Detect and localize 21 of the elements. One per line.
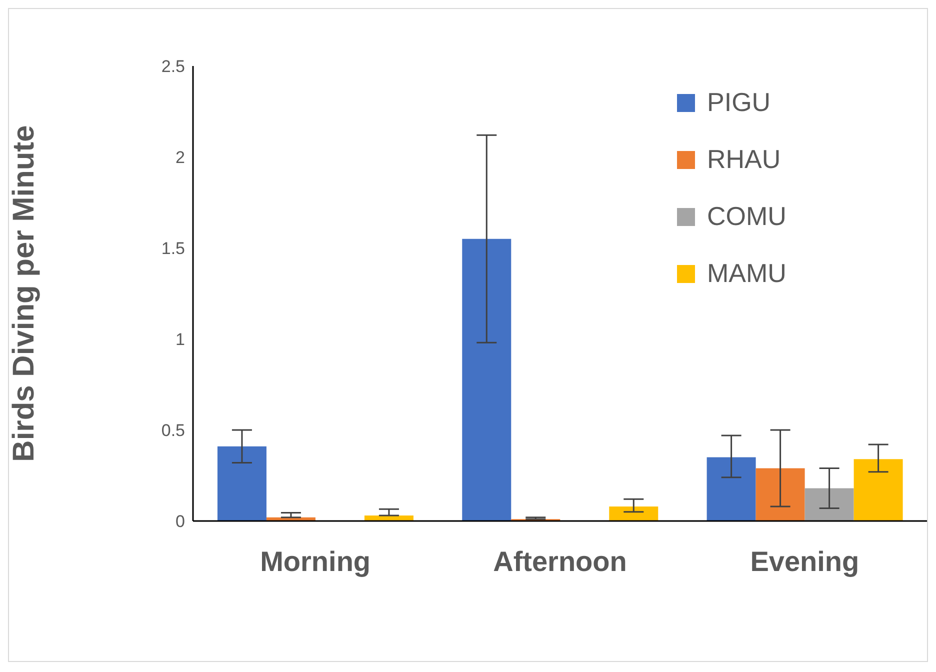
y-tick-label: 0 bbox=[176, 512, 185, 532]
y-tick-label: 0.5 bbox=[161, 421, 185, 440]
x-tick-label: Evening bbox=[750, 546, 860, 577]
bar bbox=[804, 488, 854, 521]
legend-label: PIGU bbox=[707, 87, 771, 118]
bar bbox=[756, 468, 805, 521]
bar bbox=[609, 506, 658, 521]
y-tick-label: 1.5 bbox=[161, 239, 185, 258]
legend-label: COMU bbox=[707, 201, 786, 232]
y-axis-title: Birds Diving per Minute bbox=[8, 125, 41, 462]
legend-label: MAMU bbox=[707, 258, 786, 289]
y-tick-label: 2 bbox=[176, 148, 185, 168]
bar bbox=[462, 238, 512, 521]
legend-label: RHAU bbox=[707, 144, 781, 175]
bar bbox=[854, 459, 903, 521]
x-tick-label: Afternoon bbox=[493, 546, 627, 577]
bar bbox=[706, 457, 756, 521]
y-tick-label: 2.5 bbox=[161, 57, 185, 76]
x-tick-label: Morning bbox=[260, 546, 371, 577]
y-tick-label: 1 bbox=[176, 330, 185, 350]
bar bbox=[217, 446, 266, 521]
